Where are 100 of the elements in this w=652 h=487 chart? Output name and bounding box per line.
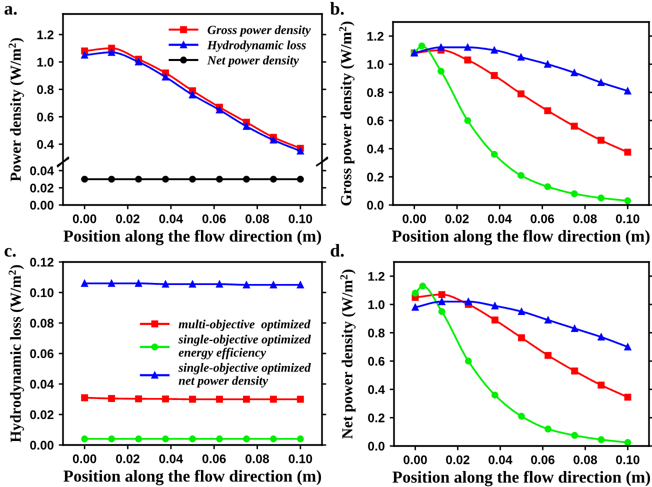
point [438, 291, 446, 298]
point [296, 435, 304, 442]
x-axis-title: Position along the flow direction (m) [392, 230, 650, 246]
point [570, 190, 578, 198]
point [491, 392, 498, 399]
point [464, 56, 472, 64]
point [491, 302, 498, 310]
x-axis-title: Position along the flow direction (m) [64, 470, 322, 486]
point [162, 74, 169, 81]
x-tick-label: 0.06 [202, 454, 226, 464]
y-tick-label: 0.8 [368, 328, 385, 338]
x-tick-label: 0.08 [246, 454, 270, 464]
chart-title: a. [4, 6, 17, 15]
point [189, 396, 196, 403]
chart-title: d. [330, 244, 344, 257]
point [518, 308, 525, 316]
point [464, 358, 472, 365]
point [624, 148, 632, 156]
point [135, 58, 142, 66]
point [135, 395, 142, 402]
point [412, 290, 419, 297]
point [490, 72, 498, 79]
point [216, 435, 223, 442]
point [418, 42, 426, 50]
y-tick-label: 0.4 [37, 140, 54, 149]
point [624, 88, 632, 94]
legend-label: Gross power density [208, 25, 311, 37]
point [81, 435, 88, 442]
point [270, 396, 277, 403]
x-tick-label: 0.08 [246, 214, 270, 224]
y-tick-label: 0.04 [30, 380, 54, 389]
x-tick-label: 0.00 [404, 455, 427, 464]
point [270, 435, 277, 442]
chart-title: c. [4, 248, 16, 257]
legend-label: single-objective optimized net power density [178, 363, 311, 388]
point [598, 79, 604, 86]
y-tick-label: 0.02 [30, 184, 54, 192]
point [296, 396, 304, 403]
legend-label: multi-objective optimized [178, 320, 311, 331]
x-tick-label: 0.06 [531, 455, 554, 464]
y-tick-label: 0.06 [30, 349, 54, 358]
point [544, 316, 552, 324]
point [162, 435, 169, 442]
point [108, 280, 116, 287]
legend-label: Net power density [207, 56, 299, 68]
point [624, 394, 632, 401]
x-tick-label: 0.00 [402, 214, 426, 224]
x-tick-label: 0.10 [288, 454, 312, 464]
point [518, 90, 524, 98]
x-tick-label: 0.00 [72, 454, 96, 464]
x-tick-label: 0.04 [159, 454, 184, 464]
y-tick-label: 0.6 [368, 356, 385, 366]
point [81, 280, 88, 287]
y-tick-label: 1.0 [367, 60, 384, 69]
point [108, 48, 116, 56]
point [624, 438, 632, 446]
point [412, 304, 419, 311]
point [518, 54, 524, 61]
point [162, 395, 169, 402]
point [571, 368, 578, 374]
y-tick-label: 0.4 [368, 385, 385, 394]
point [518, 334, 525, 342]
point [419, 282, 426, 290]
point [544, 183, 552, 190]
legend-label: Hydrodynamic loss [207, 40, 306, 52]
y-axis-title: Power density (W/m$^{2}$) [8, 38, 24, 182]
x-tick-label: 0.06 [530, 214, 554, 224]
point [624, 197, 632, 204]
point [464, 44, 472, 51]
point [81, 394, 88, 402]
point [544, 426, 552, 432]
y-tick-label: 1.2 [367, 32, 384, 41]
point [108, 395, 116, 402]
y-tick-label: 1.2 [37, 30, 54, 40]
point [544, 60, 552, 68]
y-axis-title: Hydrodynamic loss (W/m$^{2}$) [8, 265, 24, 442]
point [598, 382, 605, 389]
y-tick-label: 0.04 [30, 166, 54, 176]
y-tick-label: 0.2 [367, 172, 384, 182]
x-axis-title: Position along the flow direction (m) [392, 470, 650, 486]
point [598, 194, 604, 202]
x-tick-label: 0.02 [116, 454, 140, 464]
x-tick-label: 0.02 [446, 455, 470, 464]
point [598, 334, 605, 340]
point [296, 148, 304, 155]
point [624, 343, 632, 350]
x-tick-label: 0.02 [116, 214, 140, 224]
x-tick-label: 0.04 [159, 214, 184, 224]
x-tick-label: 0.02 [445, 214, 469, 224]
y-tick-label: 0.6 [367, 116, 384, 126]
point [438, 44, 444, 51]
point [216, 396, 223, 403]
point [544, 352, 552, 359]
point [490, 150, 498, 158]
point [162, 280, 169, 288]
point [518, 172, 524, 179]
point [570, 69, 578, 76]
point [570, 122, 578, 130]
y-tick-label: 1.2 [368, 272, 384, 281]
chart-title: b. [330, 2, 344, 15]
